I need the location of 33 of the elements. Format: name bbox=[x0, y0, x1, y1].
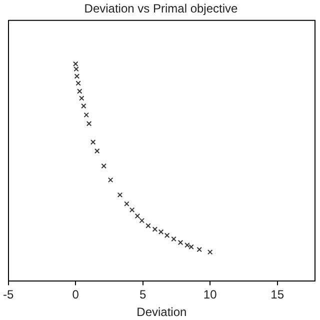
point bbox=[101, 163, 106, 169]
chart-title: Deviation vs Primal objective bbox=[84, 2, 238, 16]
point bbox=[178, 240, 184, 246]
x-tick-label: -5 bbox=[3, 288, 14, 302]
point bbox=[158, 229, 164, 234]
point bbox=[90, 139, 96, 145]
point bbox=[86, 121, 92, 126]
point bbox=[171, 236, 176, 242]
point bbox=[134, 213, 140, 219]
point bbox=[117, 192, 123, 198]
point bbox=[74, 74, 80, 79]
point bbox=[188, 244, 194, 250]
point bbox=[196, 246, 202, 252]
point bbox=[79, 96, 84, 101]
point bbox=[139, 218, 145, 224]
point bbox=[146, 223, 151, 228]
point bbox=[81, 103, 86, 109]
point bbox=[124, 201, 130, 206]
point bbox=[84, 112, 89, 118]
x-tick-label: 15 bbox=[270, 288, 284, 302]
x-axis-title: Deviation bbox=[136, 305, 187, 320]
point bbox=[76, 80, 81, 86]
x-tick-label: 5 bbox=[139, 288, 146, 302]
point bbox=[108, 177, 114, 183]
x-tick-label: 0 bbox=[72, 288, 80, 302]
point bbox=[152, 226, 158, 232]
x-tick-label: 10 bbox=[203, 288, 218, 302]
point bbox=[207, 249, 213, 255]
point bbox=[164, 232, 170, 238]
point bbox=[94, 148, 100, 154]
point bbox=[129, 207, 135, 213]
point bbox=[77, 88, 82, 94]
point bbox=[184, 242, 190, 248]
